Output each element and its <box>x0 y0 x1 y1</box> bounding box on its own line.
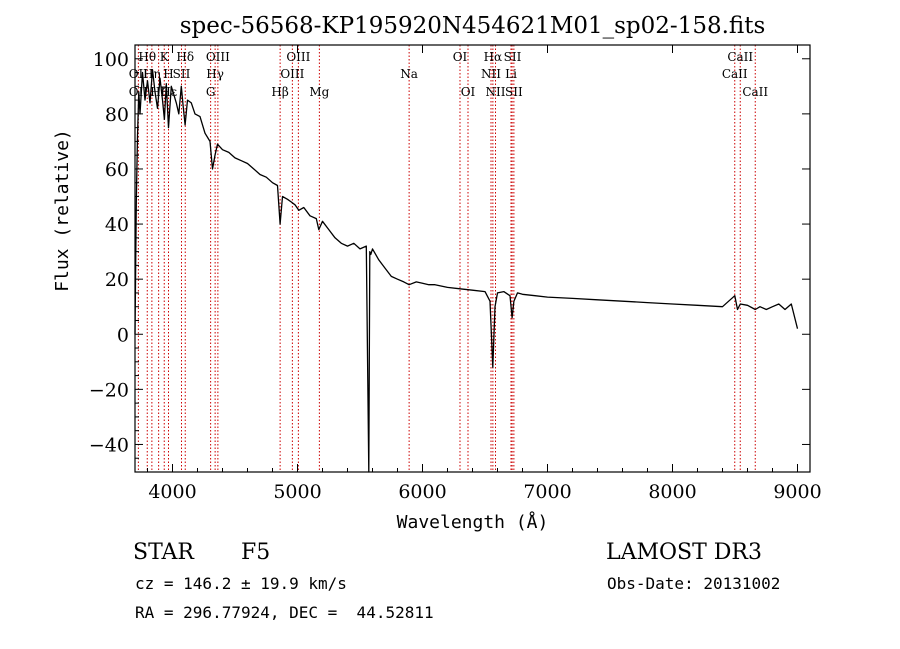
x-tick-label: 8000 <box>648 481 696 503</box>
spectral-line-label: Hγ <box>206 67 224 81</box>
y-tick-label: −20 <box>89 379 129 401</box>
spectral-line-label: CaII <box>727 50 753 64</box>
coordinates-text: RA = 296.77924, DEC = 44.52811 <box>135 603 434 622</box>
spectral-line-label: G <box>206 85 216 99</box>
spectral-line-label: Li <box>505 67 517 81</box>
x-tick-label: 9000 <box>773 481 821 503</box>
y-tick-label: −40 <box>89 434 129 456</box>
spectral-line-label: SII <box>504 50 522 64</box>
spectral-line-label: NII <box>481 67 501 81</box>
spectral-line-label: K <box>160 50 170 64</box>
x-tick-label: 5000 <box>273 481 321 503</box>
spectral-line-label: OII <box>129 67 149 81</box>
spectral-line-label: OIII <box>206 50 230 64</box>
spectral-line-label: Na <box>400 67 418 81</box>
y-tick-label: 60 <box>105 159 129 181</box>
y-tick-label: 100 <box>93 49 129 71</box>
spectral-line-label: Hζ <box>150 85 167 99</box>
redshift-text: cz = 146.2 ± 19.9 km/s <box>135 574 347 593</box>
y-tick-label: 40 <box>105 214 129 236</box>
spectral-line-label: OIII <box>286 50 310 64</box>
spectral-subclass: F5 <box>241 540 271 565</box>
spectral-line-label: Hβ <box>271 85 288 99</box>
spectral-line-label: CaII <box>722 67 748 81</box>
spectrum-line <box>134 69 799 473</box>
spectral-line-label: H <box>163 67 173 81</box>
chart-title: spec-56568-KP195920N454621M01_sp02-158.f… <box>180 13 766 39</box>
spectral-line-label: OI <box>453 50 468 64</box>
spectral-line-label: Hε <box>160 85 177 99</box>
spectral-line-label: SII <box>505 85 523 99</box>
x-tick-label: 6000 <box>398 481 446 503</box>
y-tick-label: 80 <box>105 104 129 126</box>
spectral-line-label: Hη <box>143 67 161 81</box>
spectral-line-label: NII <box>486 85 506 99</box>
spectral-line-label: Mg <box>309 85 329 99</box>
spectral-line-label: OI <box>461 85 476 99</box>
plot-frame <box>134 44 811 473</box>
x-tick-label: 4000 <box>148 481 196 503</box>
x-axis-label: Wavelength (Å) <box>397 511 549 533</box>
obs-date-text: Obs-Date: 20131002 <box>607 574 781 593</box>
y-tick-label: 20 <box>105 269 129 291</box>
spectral-line-label: SII <box>173 67 191 81</box>
spectral-line-label: OII <box>129 85 149 99</box>
y-axis-label: Flux (relative) <box>52 129 73 292</box>
spectral-line-label: CaII <box>742 85 768 99</box>
spectral-line-label: OIII <box>280 67 304 81</box>
spectral-line-label: Hα <box>484 50 503 64</box>
x-tick-label: 7000 <box>523 481 571 503</box>
object-class: STAR <box>133 540 194 565</box>
spectral-line-label: Hθ <box>138 50 156 64</box>
survey-name: LAMOST DR3 <box>606 540 762 565</box>
y-tick-label: 0 <box>117 324 129 346</box>
spectral-line-label: Hδ <box>176 50 194 64</box>
